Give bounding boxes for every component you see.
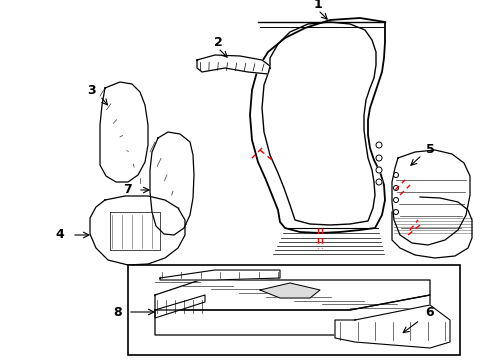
Polygon shape <box>197 55 269 74</box>
Polygon shape <box>150 132 194 235</box>
Circle shape <box>375 167 381 173</box>
Circle shape <box>375 179 381 185</box>
Text: 4: 4 <box>56 229 64 242</box>
Text: 7: 7 <box>123 184 132 197</box>
Polygon shape <box>155 280 429 310</box>
Circle shape <box>375 155 381 161</box>
Text: 1: 1 <box>313 0 322 12</box>
Circle shape <box>375 142 381 148</box>
Polygon shape <box>160 270 280 280</box>
Polygon shape <box>334 305 449 348</box>
Text: 3: 3 <box>87 84 96 96</box>
Polygon shape <box>100 82 148 182</box>
Polygon shape <box>391 150 469 245</box>
Polygon shape <box>90 196 184 265</box>
Bar <box>128 265 459 355</box>
Text: 5: 5 <box>425 144 433 157</box>
Text: 6: 6 <box>425 306 433 319</box>
Text: 8: 8 <box>113 306 122 319</box>
Polygon shape <box>155 295 204 318</box>
Polygon shape <box>155 295 429 335</box>
Polygon shape <box>260 283 319 298</box>
Text: 2: 2 <box>213 36 222 49</box>
